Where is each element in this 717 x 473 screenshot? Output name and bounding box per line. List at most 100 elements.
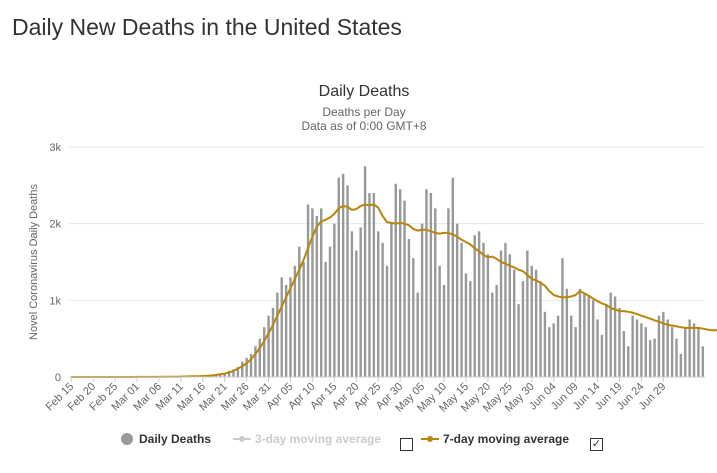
- daily-deaths-bar[interactable]: [372, 193, 376, 377]
- daily-deaths-bar[interactable]: [390, 223, 393, 377]
- daily-deaths-bar[interactable]: [350, 231, 354, 377]
- three-day-average-checkbox[interactable]: [400, 438, 413, 451]
- daily-deaths-bar[interactable]: [648, 340, 652, 377]
- daily-deaths-bar[interactable]: [434, 208, 437, 377]
- daily-deaths-bar[interactable]: [653, 338, 656, 377]
- daily-deaths-bar[interactable]: [631, 315, 634, 377]
- daily-deaths-bar[interactable]: [324, 262, 327, 377]
- daily-deaths-bar[interactable]: [482, 242, 485, 377]
- daily-deaths-bar[interactable]: [640, 323, 643, 377]
- daily-deaths-bar[interactable]: [701, 346, 705, 377]
- daily-deaths-bar[interactable]: [298, 246, 301, 377]
- legend-item-3-day-average[interactable]: 3-day moving average: [233, 432, 381, 446]
- daily-deaths-bar[interactable]: [276, 292, 279, 377]
- daily-deaths-bar[interactable]: [644, 327, 647, 377]
- daily-deaths-bar[interactable]: [521, 281, 525, 377]
- daily-deaths-bar[interactable]: [398, 189, 402, 377]
- daily-deaths-bar[interactable]: [692, 323, 696, 377]
- daily-deaths-bar[interactable]: [552, 323, 555, 377]
- daily-deaths-bar[interactable]: [241, 361, 244, 377]
- daily-deaths-bar[interactable]: [530, 265, 533, 377]
- daily-deaths-bar[interactable]: [635, 319, 639, 378]
- daily-deaths-bar[interactable]: [539, 281, 542, 377]
- daily-deaths-bar[interactable]: [688, 319, 691, 378]
- daily-deaths-bar[interactable]: [271, 308, 275, 377]
- daily-deaths-bar[interactable]: [289, 277, 292, 377]
- daily-deaths-bar[interactable]: [403, 200, 406, 377]
- daily-deaths-bar[interactable]: [341, 173, 345, 377]
- daily-deaths-bar[interactable]: [473, 235, 476, 377]
- daily-deaths-bar[interactable]: [574, 327, 577, 377]
- daily-deaths-bar[interactable]: [355, 250, 358, 378]
- daily-deaths-bar[interactable]: [570, 315, 573, 377]
- daily-deaths-bar[interactable]: [258, 338, 262, 377]
- daily-deaths-bar[interactable]: [368, 193, 371, 377]
- daily-deaths-bar[interactable]: [293, 265, 297, 377]
- daily-deaths-bar[interactable]: [486, 254, 490, 377]
- daily-deaths-bar[interactable]: [578, 288, 582, 377]
- daily-deaths-bar[interactable]: [469, 281, 472, 377]
- daily-deaths-bar[interactable]: [587, 296, 590, 378]
- daily-deaths-bar[interactable]: [679, 354, 683, 377]
- daily-deaths-bar[interactable]: [657, 315, 661, 377]
- daily-deaths-bar[interactable]: [508, 254, 512, 377]
- daily-deaths-bar[interactable]: [381, 242, 384, 377]
- daily-deaths-bar[interactable]: [407, 239, 411, 377]
- daily-deaths-bar[interactable]: [556, 315, 560, 377]
- daily-deaths-bar[interactable]: [455, 223, 459, 377]
- daily-deaths-bar[interactable]: [561, 258, 564, 377]
- daily-deaths-bar[interactable]: [605, 304, 608, 377]
- daily-deaths-bar[interactable]: [227, 370, 231, 377]
- daily-deaths-bar[interactable]: [662, 311, 665, 377]
- daily-deaths-bar[interactable]: [697, 327, 700, 377]
- daily-deaths-bar[interactable]: [385, 265, 389, 377]
- daily-deaths-bar[interactable]: [600, 334, 604, 377]
- daily-deaths-bar[interactable]: [425, 189, 428, 377]
- daily-deaths-bar[interactable]: [249, 354, 253, 377]
- daily-deaths-bar[interactable]: [565, 288, 569, 377]
- daily-deaths-bar[interactable]: [627, 346, 630, 377]
- daily-deaths-bar[interactable]: [591, 300, 595, 377]
- legend-item-daily-deaths[interactable]: Daily Deaths: [121, 432, 211, 446]
- daily-deaths-bar[interactable]: [320, 208, 323, 377]
- daily-deaths-bar[interactable]: [666, 319, 669, 378]
- daily-deaths-bar[interactable]: [517, 304, 520, 377]
- daily-deaths-bar[interactable]: [495, 285, 498, 377]
- daily-deaths-bar[interactable]: [460, 242, 463, 377]
- daily-deaths-bar[interactable]: [328, 246, 332, 377]
- daily-deaths-bar[interactable]: [394, 183, 397, 377]
- daily-deaths-bar[interactable]: [306, 204, 310, 378]
- daily-deaths-bar[interactable]: [438, 265, 441, 377]
- daily-deaths-bar[interactable]: [447, 208, 450, 377]
- daily-deaths-bar[interactable]: [618, 308, 621, 377]
- daily-deaths-bar[interactable]: [451, 177, 454, 377]
- daily-deaths-bar[interactable]: [359, 227, 362, 378]
- daily-deaths-bar[interactable]: [280, 277, 283, 377]
- daily-deaths-bar[interactable]: [548, 327, 551, 377]
- daily-deaths-bar[interactable]: [534, 269, 538, 377]
- daily-deaths-bar[interactable]: [526, 250, 529, 378]
- legend-item-7-day-average[interactable]: 7-day moving average: [421, 432, 569, 446]
- daily-deaths-bar[interactable]: [420, 223, 424, 377]
- daily-deaths-bar[interactable]: [596, 319, 599, 378]
- daily-deaths-bar[interactable]: [236, 367, 240, 377]
- daily-deaths-bar[interactable]: [442, 285, 446, 377]
- daily-deaths-bar[interactable]: [464, 273, 468, 378]
- daily-deaths-bar[interactable]: [491, 292, 494, 377]
- daily-deaths-bar[interactable]: [254, 346, 257, 377]
- daily-deaths-bar[interactable]: [477, 231, 481, 377]
- daily-deaths-bar[interactable]: [262, 327, 266, 377]
- daily-deaths-bar[interactable]: [429, 193, 433, 377]
- daily-deaths-bar[interactable]: [670, 327, 674, 377]
- daily-deaths-bar[interactable]: [684, 327, 687, 377]
- daily-deaths-bar[interactable]: [543, 311, 547, 377]
- daily-deaths-bar[interactable]: [377, 231, 380, 377]
- daily-deaths-bar[interactable]: [675, 338, 678, 377]
- daily-deaths-bar[interactable]: [504, 242, 507, 377]
- daily-deaths-bar[interactable]: [284, 285, 288, 377]
- daily-deaths-bar[interactable]: [622, 331, 626, 377]
- daily-deaths-bar[interactable]: [245, 357, 248, 377]
- daily-deaths-bar[interactable]: [583, 292, 586, 377]
- daily-deaths-bar[interactable]: [412, 258, 415, 377]
- daily-deaths-bar[interactable]: [219, 374, 222, 377]
